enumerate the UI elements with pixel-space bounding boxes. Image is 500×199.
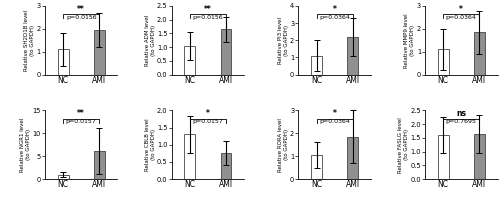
Bar bbox=[220, 153, 232, 179]
Bar bbox=[311, 155, 322, 179]
Text: p=0.0364: p=0.0364 bbox=[319, 15, 350, 20]
Text: ns: ns bbox=[456, 109, 466, 118]
Text: *: * bbox=[460, 5, 463, 14]
Y-axis label: Relative ADM level
(to GAPDH): Relative ADM level (to GAPDH) bbox=[144, 15, 156, 66]
Y-axis label: Relative MMP9 level
(to GAPDH): Relative MMP9 level (to GAPDH) bbox=[404, 13, 415, 68]
Bar bbox=[438, 135, 448, 179]
Y-axis label: Relative SH2D1B level
(to GAPDH): Relative SH2D1B level (to GAPDH) bbox=[24, 10, 35, 71]
Bar bbox=[220, 29, 232, 75]
Bar bbox=[474, 32, 485, 75]
Text: p=0.0364: p=0.0364 bbox=[446, 15, 476, 20]
Text: **: ** bbox=[78, 5, 85, 14]
Text: **: ** bbox=[78, 109, 85, 118]
Y-axis label: Relative RORA level
(to GAPDH): Relative RORA level (to GAPDH) bbox=[278, 118, 288, 172]
Text: p=0.0364: p=0.0364 bbox=[319, 119, 350, 124]
Bar bbox=[311, 56, 322, 75]
Y-axis label: Relative CBLB level
(to GAPDH): Relative CBLB level (to GAPDH) bbox=[144, 118, 156, 171]
Bar bbox=[348, 137, 358, 179]
Text: *: * bbox=[332, 5, 336, 14]
Text: *: * bbox=[332, 109, 336, 118]
Text: p=0.0157: p=0.0157 bbox=[66, 119, 96, 124]
Text: p=0.0157: p=0.0157 bbox=[192, 119, 224, 124]
Text: p=0.7695: p=0.7695 bbox=[446, 119, 476, 124]
Bar bbox=[474, 134, 485, 179]
Bar bbox=[438, 50, 448, 75]
Bar bbox=[58, 175, 68, 179]
Text: p=0.0156: p=0.0156 bbox=[66, 15, 96, 20]
Text: p=0.0156: p=0.0156 bbox=[192, 15, 223, 20]
Y-axis label: Relative NGR1 level
(to GAPDH): Relative NGR1 level (to GAPDH) bbox=[20, 118, 31, 172]
Bar bbox=[348, 37, 358, 75]
Bar bbox=[58, 50, 68, 75]
Y-axis label: Relative PI3 level
(to GAPDH): Relative PI3 level (to GAPDH) bbox=[278, 17, 288, 64]
Text: *: * bbox=[206, 109, 210, 118]
Y-axis label: Relative FASLG level
(to GAPDH): Relative FASLG level (to GAPDH) bbox=[398, 117, 409, 173]
Bar bbox=[94, 151, 104, 179]
Text: **: ** bbox=[204, 5, 212, 14]
Bar bbox=[184, 46, 195, 75]
Bar bbox=[94, 30, 104, 75]
Bar bbox=[184, 135, 195, 179]
